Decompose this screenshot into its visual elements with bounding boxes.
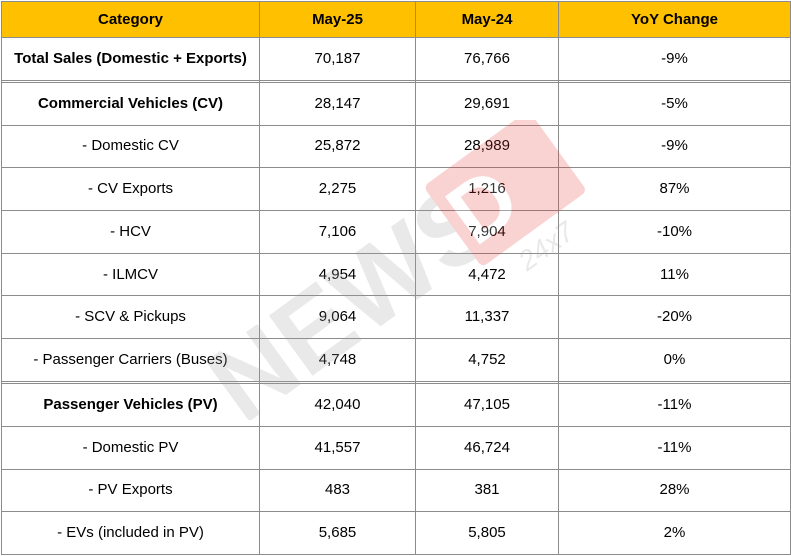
header-may-25: May-25 (259, 1, 416, 38)
yoy-change-cell: -10% (558, 210, 791, 254)
table-row: Commercial Vehicles (CV) 28,147 29,691 -5% (1, 81, 791, 126)
may-25-cell: 42,040 (259, 383, 416, 427)
category-cell: Total Sales (Domestic + Exports) (1, 37, 260, 81)
may-25-cell: 5,685 (259, 511, 416, 555)
may-25-cell: 483 (259, 468, 416, 513)
table-row: - CV Exports 2,275 1,216 87% (1, 167, 791, 212)
category-cell: - PV Exports (1, 468, 260, 513)
table-body: Total Sales (Domestic + Exports) 70,187 76… (1, 37, 791, 555)
yoy-change-cell: -9% (558, 124, 791, 169)
category-cell: - Domestic PV (1, 425, 260, 470)
category-cell: Commercial Vehicles (CV) (1, 81, 260, 126)
table-row: - EVs (included in PV) 5,685 5,805 2% (1, 511, 791, 555)
may-24-cell: 1,216 (415, 167, 559, 212)
category-cell: - ILMCV (1, 252, 260, 297)
header-yoy-change: YoY Change (558, 1, 791, 38)
header-may-24: May-24 (415, 1, 559, 38)
category-cell: Passenger Vehicles (PV) (1, 383, 260, 427)
category-cell: - HCV (1, 210, 260, 254)
may-24-cell: 381 (415, 468, 559, 513)
table-row: - PV Exports 483 381 28% (1, 468, 791, 513)
table-row: Total Sales (Domestic + Exports) 70,187 76… (1, 37, 791, 81)
category-cell: - Passenger Carriers (Buses) (1, 338, 260, 382)
header-row: Category May-25 May-24 YoY Change (1, 1, 791, 38)
may-24-cell: 46,724 (415, 425, 559, 470)
may-24-cell: 4,472 (415, 252, 559, 297)
category-cell: - SCV & Pickups (1, 295, 260, 340)
yoy-change-cell: -11% (558, 383, 791, 427)
yoy-change-cell (558, 79, 791, 83)
may-24-cell: 47,105 (415, 383, 559, 427)
may-24-cell: 28,989 (415, 124, 559, 169)
may-25-cell: 7,106 (259, 210, 416, 254)
yoy-change-cell: 11% (558, 252, 791, 297)
may-25-cell: 70,187 (259, 37, 416, 81)
may-25-cell: 2,275 (259, 167, 416, 212)
table-row: - Passenger Carriers (Buses) 4,748 4,752 0% (1, 338, 791, 382)
may-25-cell: 9,064 (259, 295, 416, 340)
yoy-change-cell: -5% (558, 81, 791, 126)
may-24-cell: 4,752 (415, 338, 559, 382)
may-24-cell: 11,337 (415, 295, 559, 340)
may-24-cell: 5,805 (415, 511, 559, 555)
table-row (1, 380, 791, 385)
yoy-change-cell: 87% (558, 167, 791, 212)
table-row: - HCV 7,106 7,904 -10% (1, 210, 791, 254)
may-24-cell: 29,691 (415, 81, 559, 126)
may-25-cell: 41,557 (259, 425, 416, 470)
may-25-cell: 28,147 (259, 81, 416, 126)
yoy-change-cell: 28% (558, 468, 791, 513)
table-row: - Domestic PV 41,557 46,724 -11% (1, 425, 791, 470)
category-cell: - Domestic CV (1, 124, 260, 169)
yoy-change-cell: -20% (558, 295, 791, 340)
may-25-cell: 4,954 (259, 252, 416, 297)
table-header: Category May-25 May-24 YoY Change (1, 1, 791, 38)
category-cell: - CV Exports (1, 167, 260, 212)
may-25-cell: 4,748 (259, 338, 416, 382)
yoy-change-cell: -9% (558, 37, 791, 81)
may-25-cell: 25,872 (259, 124, 416, 169)
category-cell: - EVs (included in PV) (1, 511, 260, 555)
table-row: - SCV & Pickups 9,064 11,337 -20% (1, 295, 791, 340)
table-row: - Domestic CV 25,872 28,989 -9% (1, 124, 791, 169)
may-24-cell: 7,904 (415, 210, 559, 254)
header-category: Category (1, 1, 260, 38)
may-24-cell: 76,766 (415, 37, 559, 81)
table-row (1, 79, 791, 83)
yoy-change-cell: 0% (558, 338, 791, 382)
table-row: - ILMCV 4,954 4,472 11% (1, 252, 791, 297)
table-row: Passenger Vehicles (PV) 42,040 47,105 -11% (1, 383, 791, 427)
yoy-change-cell: 2% (558, 511, 791, 555)
yoy-change-cell (558, 380, 791, 385)
yoy-change-cell: -11% (558, 425, 791, 470)
